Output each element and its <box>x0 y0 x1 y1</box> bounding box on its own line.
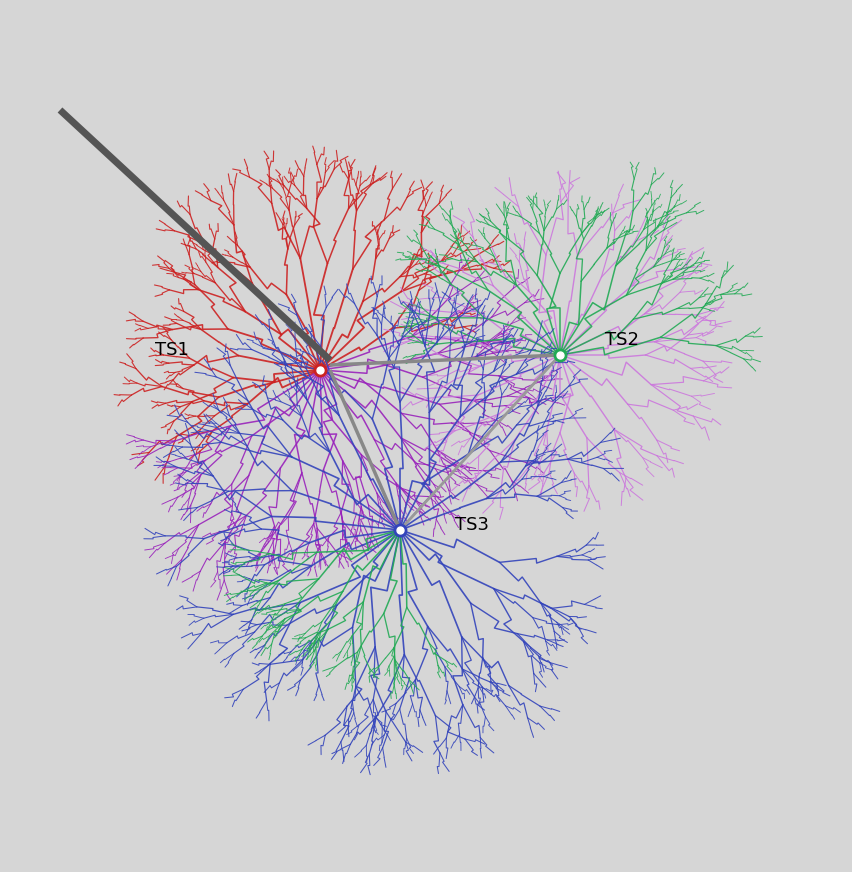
Text: TS1: TS1 <box>155 341 188 359</box>
Text: TS2: TS2 <box>604 331 638 349</box>
Text: TS3: TS3 <box>454 516 488 534</box>
